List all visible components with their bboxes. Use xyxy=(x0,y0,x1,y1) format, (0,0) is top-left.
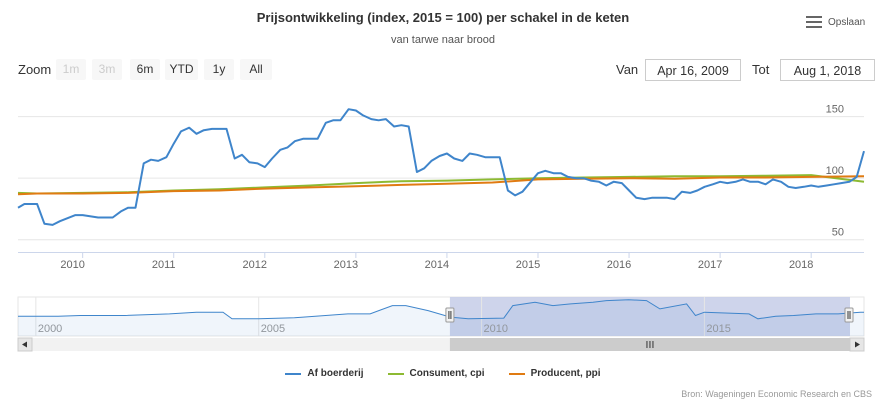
navigator-handle-left[interactable] xyxy=(445,307,455,323)
legend-swatch-af-boerderij xyxy=(285,372,302,375)
zoom-button-6m[interactable]: 6m xyxy=(130,59,160,80)
series-lines xyxy=(17,108,865,226)
zoom-button-ytd[interactable]: YTD xyxy=(165,59,198,80)
x-tick-label-2018: 2018 xyxy=(789,259,813,271)
arrow-right-icon xyxy=(855,341,860,348)
x-tick-label-2012: 2012 xyxy=(243,259,267,271)
legend-swatch-producent xyxy=(508,372,525,375)
source-credit: Bron: Wageningen Economic Research en CB… xyxy=(681,389,872,399)
export-menu-button[interactable]: Opslaan xyxy=(806,16,865,28)
zoom-button-1m[interactable]: 1m xyxy=(56,59,86,80)
navigator-line xyxy=(18,299,864,320)
legend-label-af-boerderij: Af boerderij xyxy=(307,368,364,379)
x-tick-label-2016: 2016 xyxy=(607,259,631,271)
series-line-producent-ppi xyxy=(17,175,865,196)
zoom-button-all[interactable]: All xyxy=(240,59,272,80)
x-tick-label-2010: 2010 xyxy=(60,259,84,271)
export-label: Opslaan xyxy=(828,16,866,28)
x-tick-label-2013: 2013 xyxy=(334,259,358,271)
navigator: 2000 2005 2010 2015 xyxy=(17,296,865,337)
zoom-button-3m[interactable]: 3m xyxy=(92,59,122,80)
from-label: Van xyxy=(616,62,639,77)
navigator-tick-label-2010: 2010 xyxy=(484,323,508,335)
legend-swatch-consument xyxy=(387,372,404,375)
legend: Af boerderij Consument, cpi Producent, p… xyxy=(0,368,886,379)
legend-item-af-boerderij[interactable]: Af boerderij xyxy=(285,368,364,379)
x-tick-label-2015: 2015 xyxy=(516,259,540,271)
navigator-area xyxy=(18,299,864,336)
y-tick-label-100: 100 xyxy=(826,165,844,177)
menu-icon xyxy=(806,16,822,28)
scrollbar xyxy=(17,337,865,352)
x-tick-label-2011: 2011 xyxy=(152,259,176,271)
from-date-input[interactable]: Apr 16, 2009 xyxy=(645,59,741,81)
to-date-input[interactable]: Aug 1, 2018 xyxy=(780,59,875,81)
arrow-left-icon xyxy=(22,341,27,348)
x-tick-label-2014: 2014 xyxy=(425,259,449,271)
zoom-button-1y[interactable]: 1y xyxy=(204,59,234,80)
y-tick-label-50: 50 xyxy=(832,227,844,239)
series-line-af-boerderij xyxy=(17,108,865,226)
navigator-tick-label-2015: 2015 xyxy=(706,323,730,335)
navigator-tick-label-2000: 2000 xyxy=(38,323,62,335)
navigator-tick-label-2005: 2005 xyxy=(261,323,285,335)
chart-title: Prijsontwikkeling (index, 2015 = 100) pe… xyxy=(256,10,630,25)
zoom-label: Zoom xyxy=(18,62,52,77)
navigator-selected-range xyxy=(449,297,850,336)
axes: 50 100 150 2010 2011 2012 2013 2014 2015 2016 2017… xyxy=(18,104,864,271)
legend-label-producent: Producent, ppi xyxy=(530,368,601,379)
to-label: Tot xyxy=(752,62,770,77)
legend-item-consument[interactable]: Consument, cpi xyxy=(387,368,485,379)
y-tick-label-150: 150 xyxy=(826,104,844,116)
navigator-handle-right[interactable] xyxy=(844,307,854,323)
legend-item-producent[interactable]: Producent, ppi xyxy=(508,368,601,379)
legend-label-consument: Consument, cpi xyxy=(409,368,485,379)
chart-subtitle: van tarwe naar brood xyxy=(391,34,495,46)
x-tick-label-2017: 2017 xyxy=(698,259,722,271)
